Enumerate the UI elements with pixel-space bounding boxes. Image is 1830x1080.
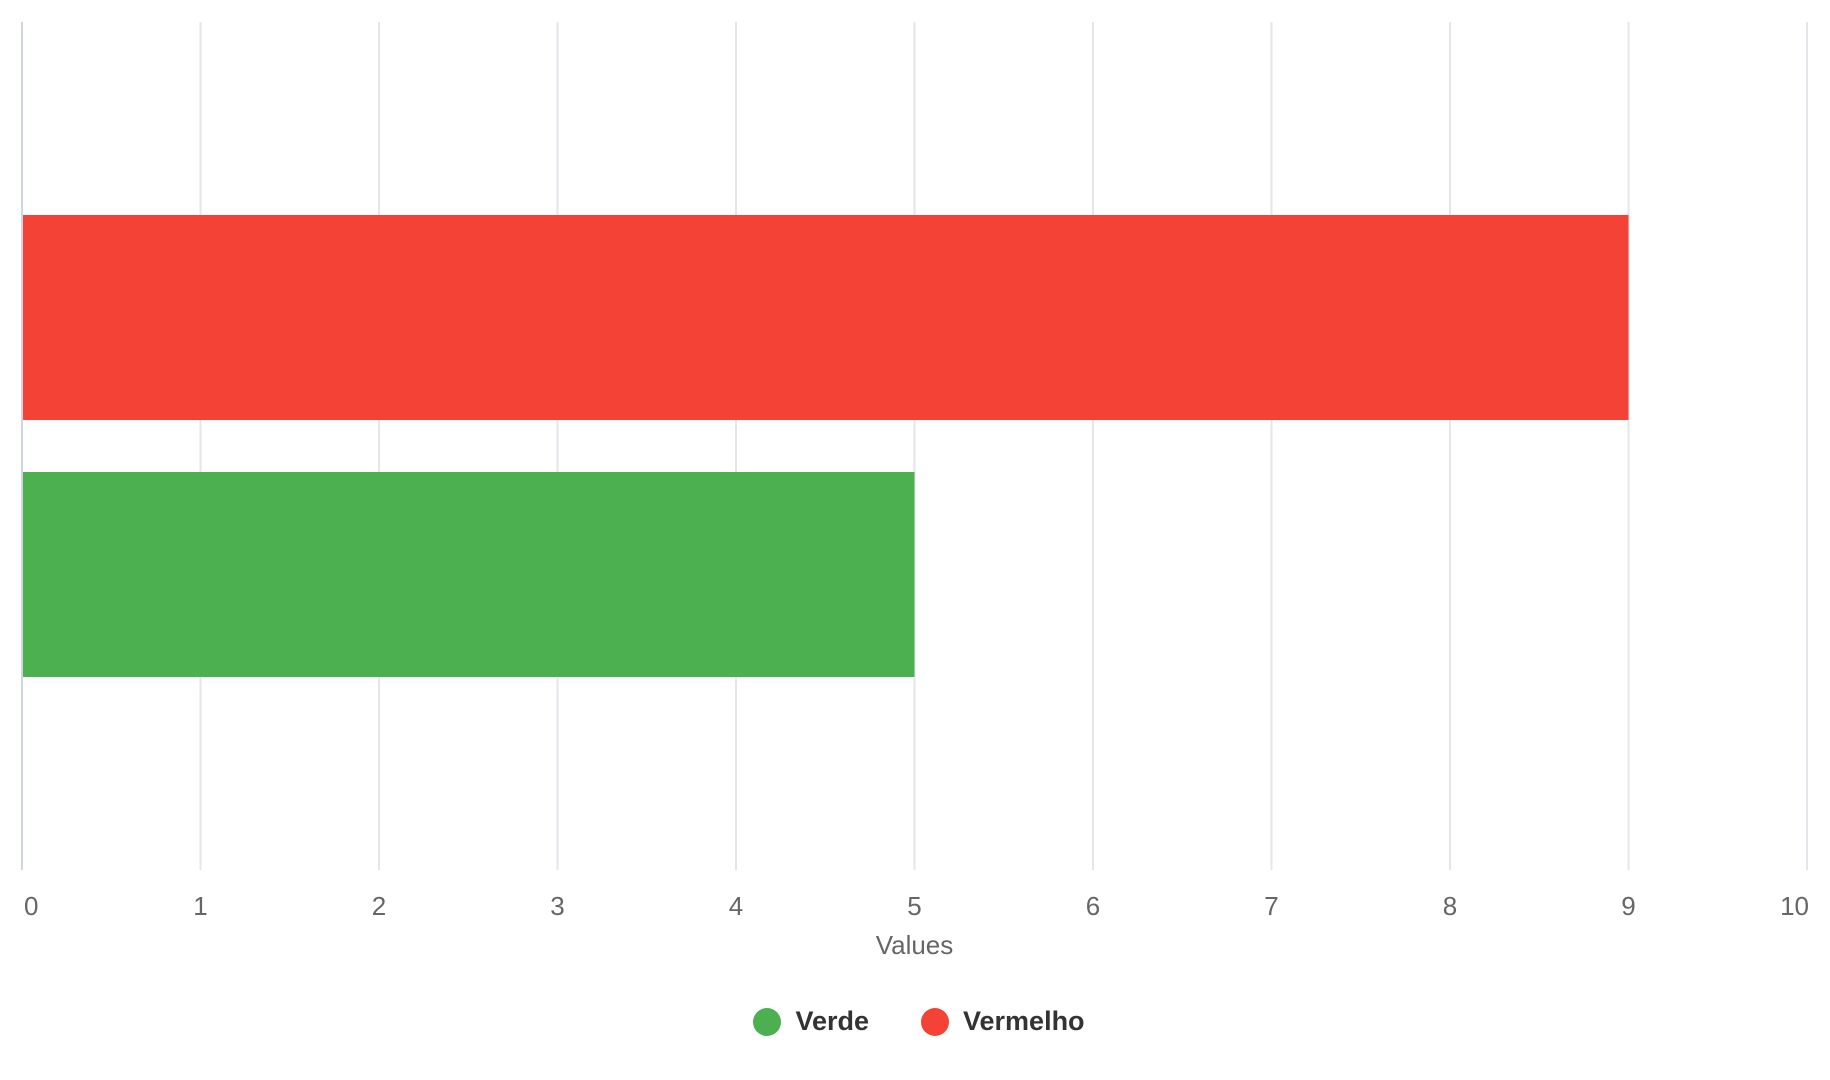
x-tick-label-0: 0 [24, 891, 38, 921]
legend-label-vermelho: Vermelho [963, 1006, 1085, 1036]
chart-legend: Verde Vermelho [0, 1006, 1830, 1037]
x-axis-title: Values [876, 930, 954, 960]
x-tick-label-10: 10 [1780, 891, 1809, 921]
legend-swatch-vermelho [921, 1007, 949, 1036]
x-tick-label-3: 3 [550, 891, 564, 921]
legend-swatch-verde [753, 1007, 782, 1036]
x-tick-label-5: 5 [907, 891, 921, 921]
x-tick-label-7: 7 [1264, 891, 1278, 921]
x-tick-label-6: 6 [1086, 891, 1100, 921]
legend-item-vermelho[interactable]: Vermelho [921, 1006, 1085, 1037]
legend-label-verde: Verde [795, 1006, 869, 1036]
legend-item-verde[interactable]: Verde [753, 1006, 869, 1037]
x-tick-label-4: 4 [729, 891, 743, 921]
bar-vermelho [23, 215, 1629, 420]
bar-verde [23, 472, 915, 677]
x-tick-label-1: 1 [193, 891, 207, 921]
x-tick-label-9: 9 [1621, 891, 1635, 921]
chart-plot-area: 0 1 2 3 4 5 6 7 8 9 10 Values [21, 22, 1809, 960]
x-tick-label-2: 2 [372, 891, 386, 921]
x-tick-label-8: 8 [1443, 891, 1457, 921]
